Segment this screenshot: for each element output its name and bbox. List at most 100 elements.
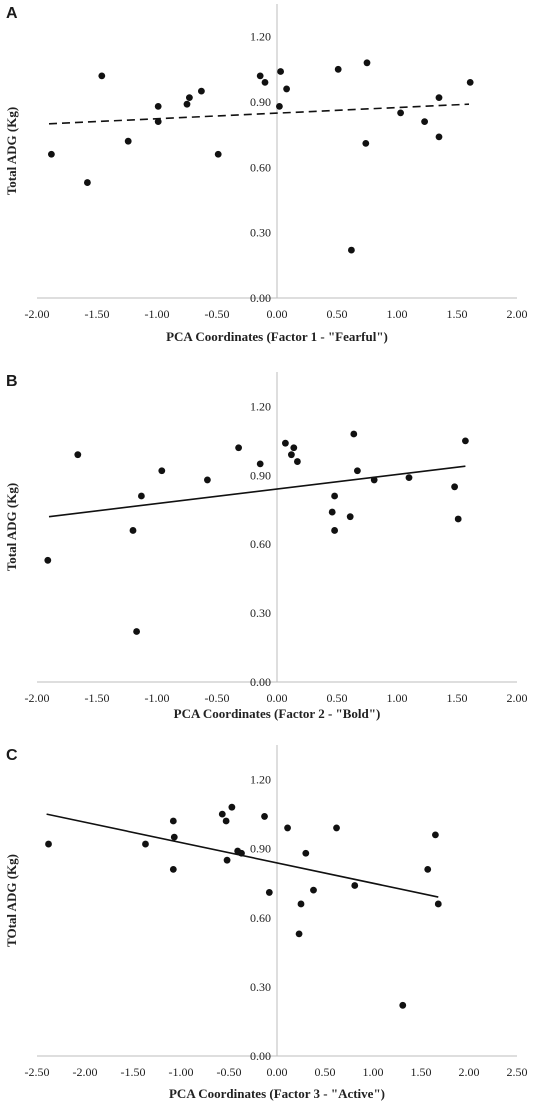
data-point bbox=[283, 85, 290, 93]
x-tick-label: 1.00 bbox=[387, 691, 408, 705]
data-point bbox=[183, 100, 191, 108]
x-tick-label: -1.50 bbox=[85, 307, 110, 321]
data-point bbox=[370, 476, 378, 484]
y-tick-label: 0.90 bbox=[250, 95, 271, 109]
data-point bbox=[45, 840, 52, 848]
data-point bbox=[261, 813, 268, 820]
x-tick-label: 0.00 bbox=[267, 691, 288, 705]
data-point bbox=[218, 810, 226, 818]
data-point bbox=[204, 476, 211, 484]
data-point bbox=[432, 831, 439, 839]
x-tick-label: -1.50 bbox=[121, 1065, 146, 1079]
x-tick-label: -1.50 bbox=[85, 691, 110, 705]
data-point bbox=[261, 79, 269, 86]
y-tick-label: 0.60 bbox=[250, 537, 271, 551]
data-point bbox=[228, 803, 236, 811]
data-point bbox=[466, 79, 474, 86]
y-tick-label: 0.30 bbox=[250, 606, 271, 620]
x-tick-label: 2.00 bbox=[507, 307, 528, 321]
data-point bbox=[421, 118, 428, 125]
data-point bbox=[363, 59, 371, 67]
data-point bbox=[138, 492, 145, 500]
y-tick-label: 1.20 bbox=[250, 773, 271, 787]
x-tick-label: -1.00 bbox=[145, 691, 170, 705]
data-point bbox=[399, 1001, 407, 1009]
data-point bbox=[276, 102, 283, 110]
y-tick-label: 0.00 bbox=[250, 1049, 271, 1063]
chart-panel-c: C 0.00 0.30 0.60 0.90 1.20 -2.50 -2.00 -1.50 -1.0… bbox=[4, 745, 528, 1101]
data-point bbox=[397, 109, 404, 117]
y-tick-label: 0.90 bbox=[250, 468, 271, 482]
data-point bbox=[297, 900, 305, 908]
data-point bbox=[84, 179, 91, 186]
x-tick-label: 1.00 bbox=[387, 307, 408, 321]
y-tick-label: 1.20 bbox=[250, 399, 271, 413]
x-tick-label: -1.00 bbox=[145, 307, 170, 321]
data-point bbox=[435, 133, 443, 141]
data-point bbox=[170, 833, 178, 841]
data-point bbox=[362, 139, 370, 147]
data-point bbox=[222, 817, 230, 825]
data-point bbox=[282, 439, 289, 447]
x-axis-title: PCA Coordinates (Factor 1 - "Fearful") bbox=[166, 329, 388, 344]
x-tick-label: -2.50 bbox=[25, 1065, 50, 1079]
panel-letter: B bbox=[6, 373, 18, 390]
data-point bbox=[154, 102, 162, 110]
data-point bbox=[424, 866, 432, 873]
data-point bbox=[284, 824, 291, 832]
x-tick-label: -0.50 bbox=[205, 691, 230, 705]
data-point bbox=[334, 65, 342, 73]
y-tick-label: 0.00 bbox=[250, 291, 271, 305]
chart-panel-a: A 0.00 0.30 0.60 0.90 1.20 -2.00 -1.50 -1.00 -0.5… bbox=[4, 4, 528, 344]
data-point bbox=[48, 150, 55, 158]
data-point bbox=[288, 451, 295, 459]
data-point bbox=[265, 889, 273, 896]
x-tick-label: 0.50 bbox=[315, 1065, 336, 1079]
panel-letter: C bbox=[6, 747, 18, 764]
data-point bbox=[328, 508, 336, 516]
data-point bbox=[451, 483, 458, 491]
data-point bbox=[295, 930, 303, 938]
x-tick-label: 0.00 bbox=[267, 307, 288, 321]
data-point bbox=[346, 513, 354, 521]
x-axis-title: PCA Coordinates (Factor 2 - "Bold") bbox=[174, 706, 381, 721]
data-point bbox=[133, 628, 141, 635]
x-tick-label: -2.00 bbox=[25, 691, 50, 705]
data-point bbox=[405, 474, 413, 482]
data-point bbox=[129, 527, 137, 534]
y-tick-label: 0.90 bbox=[250, 842, 271, 856]
data-point bbox=[277, 68, 284, 75]
y-axis-title: TOtal ADG (Kg) bbox=[4, 854, 19, 947]
data-point bbox=[256, 72, 264, 80]
data-point bbox=[154, 118, 162, 125]
data-point bbox=[435, 94, 443, 102]
panel-letter: A bbox=[6, 5, 18, 22]
data-point bbox=[235, 444, 243, 452]
data-point bbox=[302, 849, 310, 857]
y-tick-label: 0.30 bbox=[250, 226, 271, 240]
data-point bbox=[294, 458, 301, 465]
data-point bbox=[198, 87, 205, 95]
y-tick-label: 0.30 bbox=[250, 980, 271, 994]
data-point bbox=[98, 72, 106, 80]
data-point bbox=[256, 460, 264, 468]
data-point bbox=[223, 856, 231, 864]
x-tick-label: -0.50 bbox=[205, 307, 230, 321]
data-point bbox=[186, 94, 193, 102]
chart-panel-b: B 0.00 0.30 0.60 0.90 1.20 -2.00 -1.50 -1.00 -0.5… bbox=[4, 372, 528, 721]
data-point bbox=[74, 451, 82, 459]
x-tick-label: 0.50 bbox=[327, 691, 348, 705]
x-tick-label: -2.00 bbox=[73, 1065, 98, 1079]
x-tick-label: 0.50 bbox=[327, 307, 348, 321]
data-point bbox=[44, 556, 52, 564]
data-point bbox=[354, 467, 361, 475]
trendline bbox=[48, 465, 466, 518]
data-point bbox=[158, 467, 166, 475]
data-point bbox=[462, 437, 469, 445]
x-tick-label: -0.50 bbox=[217, 1065, 242, 1079]
x-tick-label: 1.50 bbox=[447, 307, 468, 321]
data-point bbox=[454, 515, 462, 523]
x-tick-label: 1.50 bbox=[447, 691, 468, 705]
x-tick-label: 1.50 bbox=[411, 1065, 432, 1079]
